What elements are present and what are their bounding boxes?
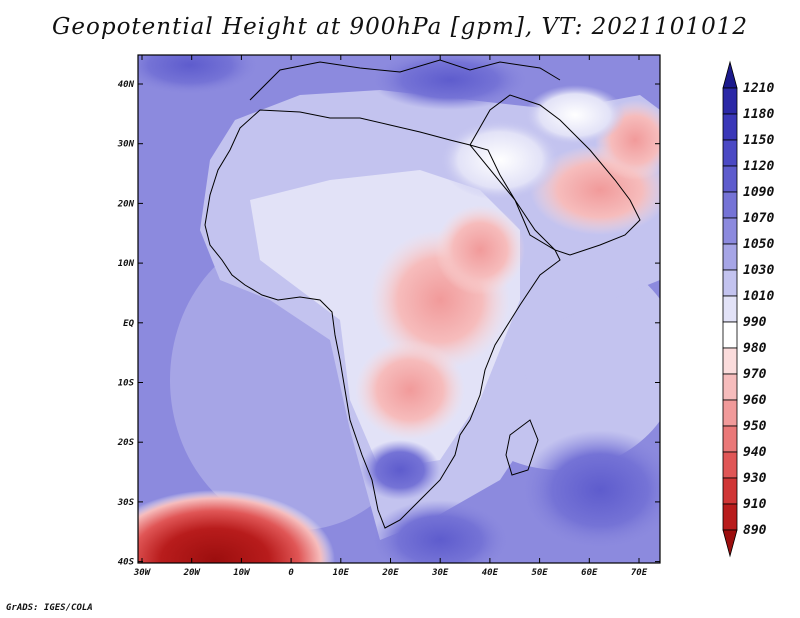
colorbar-segment	[722, 503, 738, 531]
colorbar-segment	[722, 321, 738, 349]
map-axes: 30W 20W 10W 0 10E 20E 30E 40E 50E 60E 70E 40N 30N 20N…	[117, 55, 660, 578]
colorbar-label: 1030	[743, 263, 774, 278]
colorbar-segment	[722, 165, 738, 193]
lat-tick-label: 40N	[118, 80, 135, 90]
colorbar-top-arrow	[722, 60, 738, 89]
colorbar-label: 1010	[743, 289, 774, 304]
colorbar-segment	[722, 269, 738, 297]
colorbar-segment	[722, 347, 738, 375]
colorbar-segment	[722, 451, 738, 479]
colorbar-segment	[722, 113, 738, 141]
lat-tick-label: 10S	[118, 379, 135, 389]
colorbar-label: 930	[743, 471, 767, 486]
colorbar-label: 1210	[743, 81, 774, 96]
colorbar-label: 910	[743, 497, 767, 512]
lat-tick-label: 20N	[117, 199, 135, 209]
colorbar-label: 970	[743, 367, 767, 382]
colorbar-segment	[722, 87, 738, 115]
lon-tick-label: 0	[288, 568, 294, 578]
colorbar-label: 960	[743, 393, 767, 408]
colorbar-label: 1090	[743, 185, 774, 200]
colorbar: 1210 1180 1150 1120 1090 1070 1050 1030 1010 990 9…	[722, 60, 774, 558]
lat-tick-label: 20S	[117, 438, 135, 448]
lon-tick-label: 50E	[531, 568, 548, 578]
colorbar-label: 980	[743, 341, 767, 356]
map-frame	[137, 54, 661, 564]
height-field	[138, 55, 660, 563]
chart-title: Geopotential Height at 900hPa [gpm], VT:…	[52, 14, 748, 40]
grads-credit: GrADS: IGES/COLA	[6, 603, 93, 613]
colorbar-segment	[722, 373, 738, 401]
colorbar-label: 940	[743, 445, 767, 460]
lat-tick-label: 40S	[118, 558, 135, 568]
lon-tick-label: 10E	[333, 568, 350, 578]
lat-tick-label: 30S	[117, 498, 135, 508]
lon-tick-label: 40E	[482, 568, 499, 578]
colorbar-segment	[722, 217, 738, 245]
colorbar-label: 1050	[743, 237, 774, 252]
colorbar-label: 890	[743, 523, 767, 538]
lon-tick-label: 70E	[631, 568, 648, 578]
colorbar-segment	[722, 425, 738, 453]
lon-tick-label: 10W	[233, 568, 251, 578]
colorbar-label: 1120	[743, 159, 774, 174]
colorbar-label: 1150	[743, 133, 774, 148]
colorbar-label: 1070	[743, 211, 774, 226]
colorbar-segment	[722, 295, 738, 323]
colorbar-segment	[722, 243, 738, 271]
colorbar-bottom-arrow	[722, 529, 738, 558]
lon-tick-label: 20E	[381, 568, 399, 578]
lat-tick-label: 30N	[117, 140, 135, 150]
colorbar-label: 990	[743, 315, 767, 330]
colorbar-label: 950	[743, 419, 767, 434]
lon-tick-label: 30E	[431, 568, 449, 578]
lon-tick-label: 30W	[133, 568, 152, 578]
lon-tick-label: 20W	[183, 568, 202, 578]
colorbar-segment	[722, 399, 738, 427]
lat-tick-label: 10N	[118, 259, 135, 269]
coastlines	[204, 59, 641, 529]
lat-tick-label: EQ	[123, 319, 134, 329]
lon-tick-label: 60E	[581, 568, 598, 578]
colorbar-segment	[722, 139, 738, 167]
colorbar-segment	[722, 477, 738, 505]
colorbar-label: 1180	[743, 107, 774, 122]
colorbar-segment	[722, 191, 738, 219]
